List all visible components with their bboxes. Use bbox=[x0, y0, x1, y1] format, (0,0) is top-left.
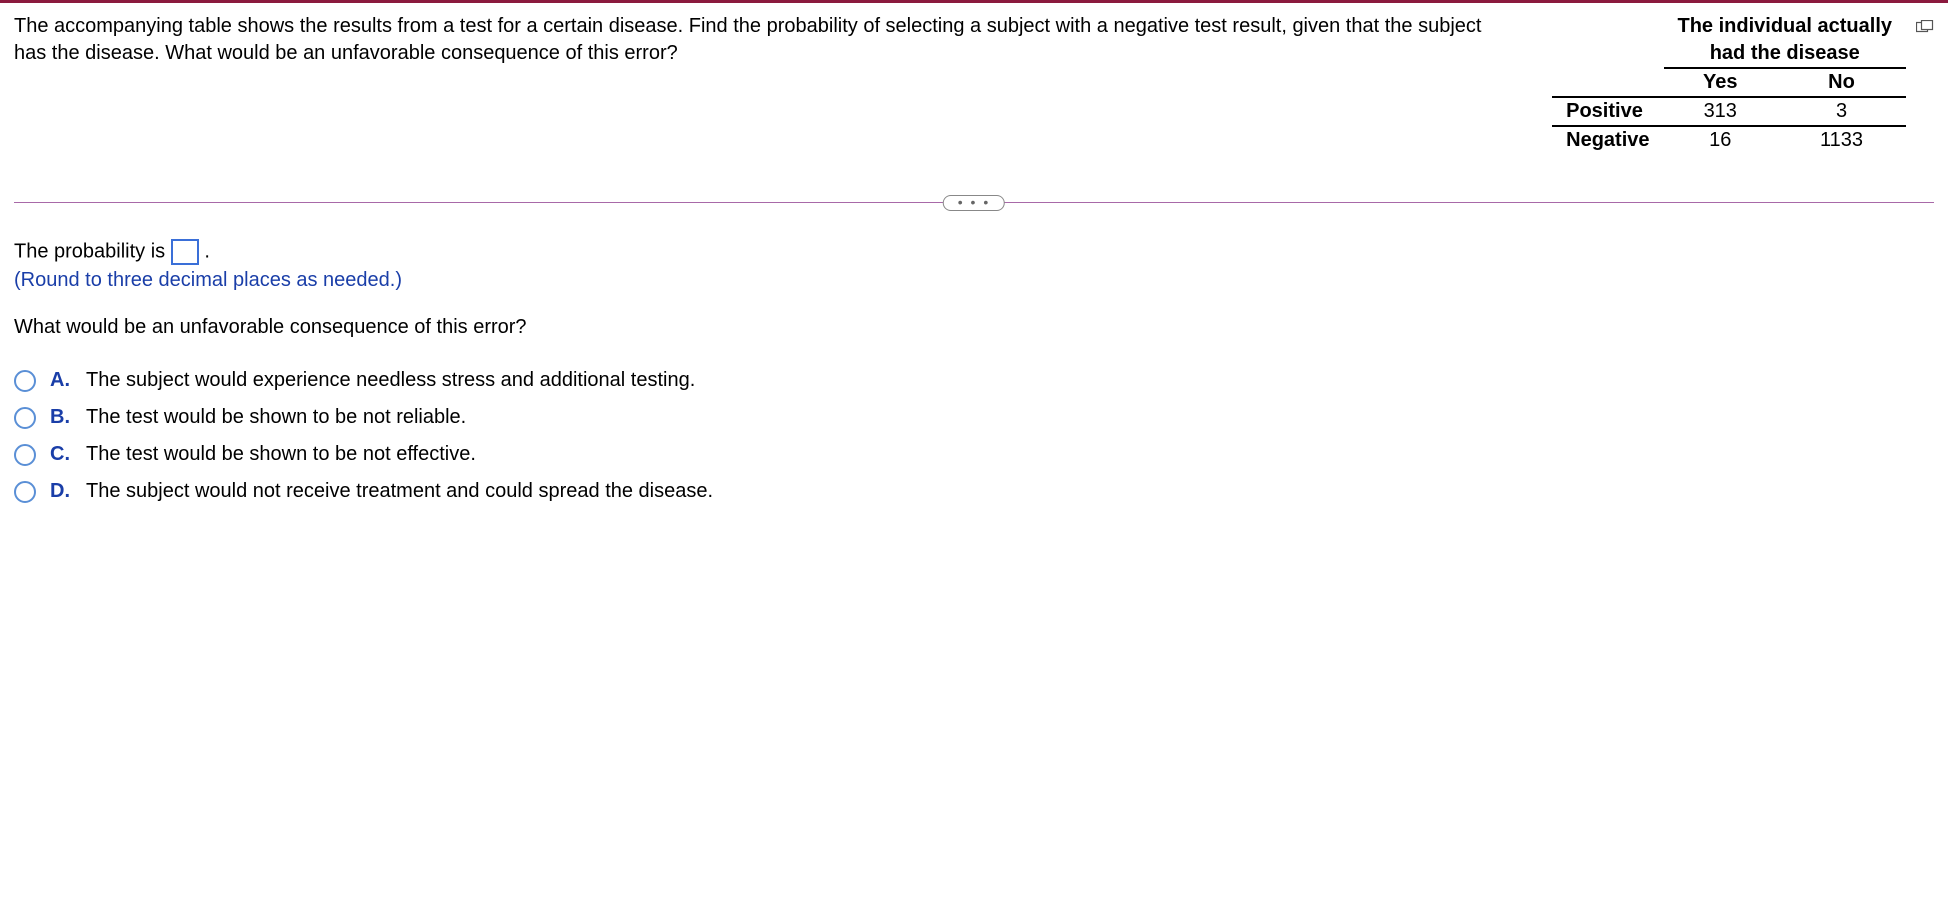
option-letter: A. bbox=[50, 369, 72, 392]
cell-neg-no: 1133 bbox=[1777, 126, 1906, 154]
option-letter: D. bbox=[50, 480, 72, 503]
probability-line: The probability is . bbox=[14, 239, 1934, 265]
radio-c[interactable] bbox=[14, 444, 36, 466]
option-text: The subject would experience needless st… bbox=[86, 369, 695, 392]
expand-button[interactable]: • • • bbox=[943, 195, 1005, 211]
prob-prefix: The probability is bbox=[14, 240, 171, 262]
option-letter: C. bbox=[50, 443, 72, 466]
options-list: A. The subject would experience needless… bbox=[14, 369, 1934, 503]
option-text: The test would be shown to be not effect… bbox=[86, 443, 476, 466]
option-text: The test would be shown to be not reliab… bbox=[86, 406, 466, 429]
upper-section: The accompanying table shows the results… bbox=[14, 13, 1934, 154]
cell-pos-yes: 313 bbox=[1664, 97, 1778, 126]
radio-a[interactable] bbox=[14, 370, 36, 392]
cell-pos-no: 3 bbox=[1777, 97, 1906, 126]
option-b[interactable]: B. The test would be shown to be not rel… bbox=[14, 406, 1934, 429]
cell-neg-yes: 16 bbox=[1664, 126, 1778, 154]
data-table: The individual actually had the disease … bbox=[1552, 13, 1906, 154]
data-table-wrap: The individual actually had the disease … bbox=[1552, 13, 1934, 154]
prob-suffix: . bbox=[204, 240, 210, 262]
option-letter: B. bbox=[50, 406, 72, 429]
probability-input[interactable] bbox=[171, 239, 199, 265]
question-prompt: The accompanying table shows the results… bbox=[14, 13, 1512, 67]
option-text: The subject would not receive treatment … bbox=[86, 480, 713, 503]
option-a[interactable]: A. The subject would experience needless… bbox=[14, 369, 1934, 392]
popout-icon[interactable] bbox=[1916, 17, 1934, 31]
radio-b[interactable] bbox=[14, 407, 36, 429]
rounding-hint: (Round to three decimal places as needed… bbox=[14, 269, 1934, 292]
question-content: The accompanying table shows the results… bbox=[0, 3, 1948, 517]
table-title-1: The individual actually bbox=[1664, 13, 1907, 40]
option-c[interactable]: C. The test would be shown to be not eff… bbox=[14, 443, 1934, 466]
table-title-2: had the disease bbox=[1664, 40, 1907, 68]
option-d[interactable]: D. The subject would not receive treatme… bbox=[14, 480, 1934, 503]
row-label-positive: Positive bbox=[1552, 97, 1663, 126]
section-divider: • • • bbox=[14, 202, 1934, 203]
followup-question: What would be an unfavorable consequence… bbox=[14, 316, 1934, 339]
col-header-yes: Yes bbox=[1664, 68, 1778, 97]
row-label-negative: Negative bbox=[1552, 126, 1663, 154]
col-header-no: No bbox=[1777, 68, 1906, 97]
radio-d[interactable] bbox=[14, 481, 36, 503]
answer-area: The probability is . (Round to three dec… bbox=[14, 239, 1934, 503]
